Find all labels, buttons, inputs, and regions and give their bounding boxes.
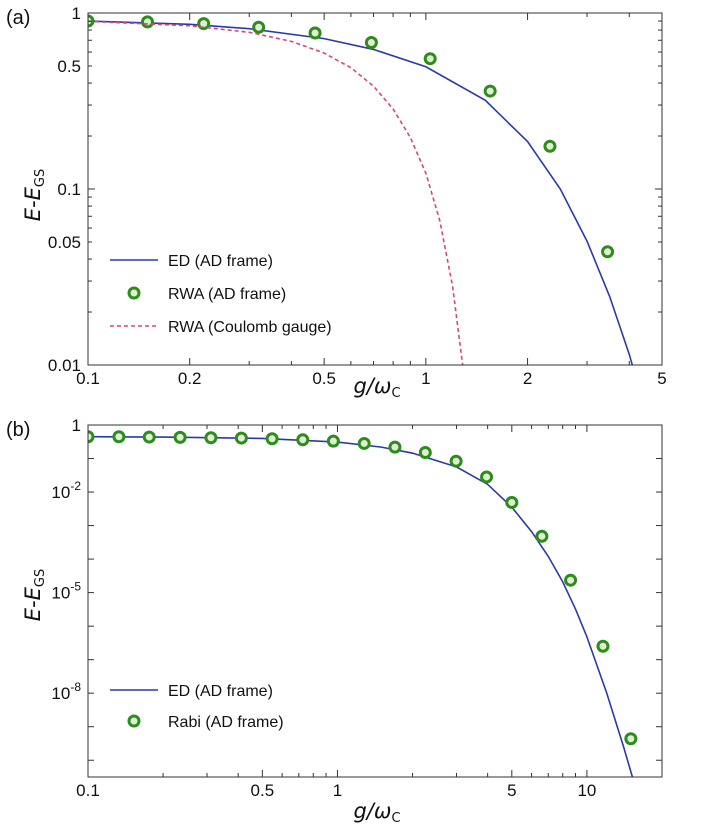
data-point — [601, 245, 615, 259]
panel-a-ylabel: E-EGS — [21, 169, 48, 221]
legend-label: Rabi (AD frame) — [168, 714, 284, 731]
x-tick-label: 10 — [577, 781, 596, 800]
panel-b-ylabel: E-EGS — [21, 569, 48, 621]
x-tick-label: 5 — [657, 369, 666, 388]
y-tick-base: 10 — [51, 483, 70, 502]
y-tick-base: 10 — [51, 584, 70, 603]
data-point — [564, 573, 578, 587]
x-tick-label: 0.1 — [76, 369, 100, 388]
y-tick-label: 10-2 — [51, 479, 81, 502]
panel-a-ylabel-sub: GS — [33, 169, 48, 187]
panel-b-ylabel-sub: GS — [33, 569, 48, 587]
data-point — [596, 639, 610, 653]
data-point — [624, 732, 638, 746]
panel-a-ylabel-main: E-E — [21, 186, 45, 221]
y-tick-base: 1 — [72, 416, 81, 435]
data-point — [234, 431, 248, 445]
legend-marker — [127, 286, 141, 300]
panel-a-label: (a) — [6, 7, 30, 29]
data-point — [173, 430, 187, 444]
legend-label: ED (AD frame) — [168, 683, 273, 700]
panel-b-plot — [88, 430, 638, 777]
data-point — [483, 84, 497, 98]
y-tick-label: 10-8 — [51, 680, 81, 703]
panel-b-frame — [87, 424, 663, 778]
x-tick-label: 1 — [333, 781, 342, 800]
y-tick-label: 0.1 — [57, 180, 81, 199]
y-tick-exponent: -2 — [70, 479, 81, 493]
data-point — [423, 52, 437, 66]
data-point — [543, 139, 557, 153]
data-point — [418, 445, 432, 459]
panel-a-frame — [87, 12, 663, 366]
panel-a-xlabel: g/ωC — [353, 374, 400, 401]
data-point — [535, 529, 549, 543]
data-point — [252, 20, 266, 34]
data-point — [112, 430, 126, 444]
data-point — [364, 35, 378, 49]
legend-label: ED (AD frame) — [168, 253, 273, 270]
data-point — [449, 454, 463, 468]
data-point — [357, 436, 371, 450]
panel-b-label: (b) — [6, 419, 30, 441]
series-line — [88, 435, 634, 777]
data-point — [140, 15, 154, 29]
x-tick-label: 2 — [523, 369, 532, 388]
x-tick-label: 1 — [421, 369, 430, 388]
y-tick-label: 0.5 — [57, 57, 81, 76]
panel-a-xlabel-sub: C — [391, 386, 400, 401]
y-tick-exponent: -5 — [70, 580, 81, 594]
panel-b-xlabel: g/ωC — [353, 799, 400, 826]
data-point — [88, 430, 95, 444]
series-line — [88, 20, 464, 365]
x-tick-label: 0.2 — [178, 369, 202, 388]
panel-b-ylabel-main: E-E — [21, 586, 45, 621]
data-point — [388, 440, 402, 454]
y-tick-label: 10-5 — [51, 580, 81, 603]
y-tick-label: 1 — [72, 4, 81, 23]
x-tick-label: 0.5 — [251, 781, 275, 800]
data-point — [197, 17, 211, 31]
y-tick-base: 10 — [51, 684, 70, 703]
data-point — [204, 431, 218, 445]
y-tick-label: 0.05 — [48, 233, 81, 252]
panel-b-legend: ED (AD frame) Rabi (AD frame) — [110, 683, 284, 731]
legend-marker — [127, 714, 141, 728]
data-point — [326, 434, 340, 448]
data-point — [480, 470, 494, 484]
panel-b-xlabel-main: g/ω — [353, 799, 391, 823]
y-tick-exponent: -8 — [70, 680, 81, 694]
panel-b-xlabel-sub: C — [391, 811, 400, 826]
legend-label: RWA (Coulomb gauge) — [168, 319, 332, 336]
data-point — [505, 495, 519, 509]
x-tick-label: 0.1 — [76, 781, 100, 800]
panel-a: (a) E-EGS g/ωC 0.1 0.2 0.5 1 2 50.010.050.10.… — [6, 4, 667, 401]
panel-a-xlabel-main: g/ω — [353, 374, 391, 398]
data-point — [308, 26, 322, 40]
x-tick-label: 0.5 — [312, 369, 336, 388]
legend-label: RWA (AD frame) — [168, 286, 286, 303]
x-tick-label: 5 — [507, 781, 516, 800]
y-tick-label: 1 — [72, 416, 81, 435]
panel-a-ticks: 0.1 0.2 0.5 1 2 5 0.01 0.05 0.1 0.5 1 — [48, 4, 667, 388]
data-point — [296, 433, 310, 447]
panel-a-legend: ED (AD frame) RWA (AD frame) RWA (Coulomb … — [110, 253, 332, 336]
data-point — [265, 432, 279, 446]
data-point — [142, 430, 156, 444]
panel-a-plot — [88, 14, 634, 365]
y-tick-label: 0.01 — [48, 356, 81, 375]
